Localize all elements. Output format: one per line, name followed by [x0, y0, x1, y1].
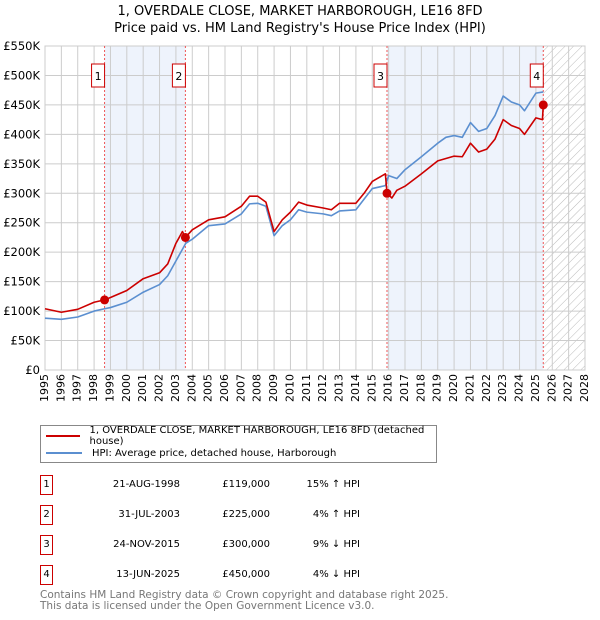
y-tick-label: £100K: [3, 304, 40, 318]
chart-subtitle: Price paid vs. HM Land Registry's House …: [114, 21, 486, 36]
y-tick-label: £400K: [3, 127, 40, 141]
plot-area: 1995 1996 1997 1998 1999 2000 2001 2002 2003 2004…: [3, 39, 591, 402]
x-tick-label: 2021: [463, 374, 476, 402]
x-tick-label: 2022: [480, 374, 493, 402]
hpi-line: [44, 91, 544, 321]
y-tick-label: £150K: [3, 275, 40, 289]
plot-border: [44, 45, 586, 371]
sale-marker: [382, 188, 392, 198]
shaded-period: [387, 46, 544, 370]
y-tick-label: £500K: [3, 68, 40, 82]
x-tick-label: 2014: [349, 374, 362, 402]
x-tick-label: 2019: [431, 374, 444, 402]
x-tick-label: 2017: [398, 374, 411, 402]
hpi-diff: 15% ↑ HPI: [306, 479, 360, 490]
y-tick-label: £550K: [3, 39, 40, 53]
sale-number: 4: [533, 70, 540, 83]
sale-number-box: 2: [40, 505, 53, 525]
x-tick-label: 2015: [365, 374, 378, 402]
sale-price: £119,000: [222, 479, 270, 490]
sale-number-box: 1: [40, 475, 53, 495]
x-tick-label: 2005: [202, 374, 215, 402]
x-tick-label: 2013: [333, 374, 346, 402]
x-tick-label: 2010: [283, 374, 296, 402]
sale-number: 2: [175, 70, 182, 83]
hpi-diff: 4% ↑ HPI: [312, 509, 360, 520]
chart-title: 1, OVERDALE CLOSE, MARKET HARBOROUGH, LE…: [117, 4, 483, 19]
forecast-hatch: [543, 46, 585, 370]
sale-price: £300,000: [222, 539, 270, 550]
y-tick-label: £50K: [11, 334, 41, 348]
sale-number-box: [529, 63, 544, 88]
x-tick-label: 2000: [120, 374, 133, 402]
sale-price: £450,000: [222, 569, 270, 580]
x-tick-label: 1996: [54, 374, 67, 402]
shaded-period: [104, 46, 186, 370]
y-tick-label: £200K: [3, 245, 40, 259]
y-tick-label: £350K: [3, 157, 40, 171]
footer-line: Contains HM Land Registry data © Crown c…: [40, 589, 449, 601]
footer: Contains HM Land Registry data © Crown c…: [40, 590, 448, 612]
x-tick-label: 2026: [545, 374, 558, 402]
hpi-diff: 9% ↓ HPI: [312, 539, 360, 550]
sale-number-box: 3: [40, 535, 53, 555]
sale-number-box: [373, 63, 388, 88]
legend-swatch: [46, 452, 82, 454]
sale-date: 31-JUL-2003: [118, 509, 180, 520]
footer-line: This data is licensed under the Open Gov…: [40, 600, 375, 612]
legend-item-property: 1, OVERDALE CLOSE, MARKET HARBOROUGH, LE…: [46, 425, 436, 447]
x-tick-label: 2012: [316, 374, 329, 402]
sale-marker: [100, 295, 110, 305]
x-tick-label: 1997: [71, 374, 84, 402]
sale-marker: [538, 100, 548, 110]
y-tick-label: £300K: [3, 186, 40, 200]
x-tick-label: 2001: [136, 374, 149, 402]
sale-number: 1: [95, 70, 102, 83]
x-tick-label: 2009: [267, 374, 280, 402]
x-tick-label: 2025: [529, 374, 542, 402]
x-tick-label: 2028: [578, 374, 591, 402]
x-tick-label: 1998: [87, 374, 100, 402]
legend-label: 1, OVERDALE CLOSE, MARKET HARBOROUGH, LE…: [89, 425, 425, 447]
legend: 1, OVERDALE CLOSE, MARKET HARBOROUGH, LE…: [40, 425, 437, 463]
sale-number-box: [171, 63, 186, 88]
x-tick-label: 2024: [513, 374, 526, 402]
y-tick-label: £250K: [3, 216, 40, 230]
sale-date: 24-NOV-2015: [113, 539, 180, 550]
x-tick-label: 2023: [496, 374, 509, 402]
sale-date: 21-AUG-1998: [112, 479, 180, 490]
x-tick-label: 2006: [218, 374, 231, 402]
legend-swatch: [46, 435, 80, 437]
sale-number-box: [91, 63, 106, 88]
sale-marker: [180, 232, 190, 242]
y-tick-label: £0: [25, 363, 40, 377]
x-tick-label: 2004: [185, 374, 198, 402]
x-tick-label: 1999: [103, 374, 116, 402]
x-tick-label: 1995: [38, 374, 51, 402]
legend-label: HPI: Average price, detached house, Harb…: [92, 447, 337, 459]
sale-number: 3: [377, 70, 384, 83]
x-tick-label: 2016: [382, 374, 395, 402]
x-tick-label: 2007: [234, 374, 247, 402]
sale-number-box: 4: [40, 565, 53, 585]
x-tick-label: 2020: [447, 374, 460, 402]
sale-date: 13-JUN-2025: [116, 569, 180, 580]
x-tick-label: 2027: [562, 374, 575, 402]
hpi-diff: 4% ↓ HPI: [312, 569, 360, 580]
x-tick-label: 2018: [414, 374, 427, 402]
x-tick-label: 2011: [300, 374, 313, 402]
x-tick-label: 2008: [251, 374, 264, 402]
y-tick-label: £450K: [3, 98, 40, 112]
x-tick-label: 2003: [169, 374, 182, 402]
sale-price: £225,000: [222, 509, 270, 520]
x-tick-label: 2002: [153, 374, 166, 402]
legend-item-hpi: HPI: Average price, detached house, Harb…: [46, 446, 336, 460]
property-price-line: [44, 104, 545, 314]
